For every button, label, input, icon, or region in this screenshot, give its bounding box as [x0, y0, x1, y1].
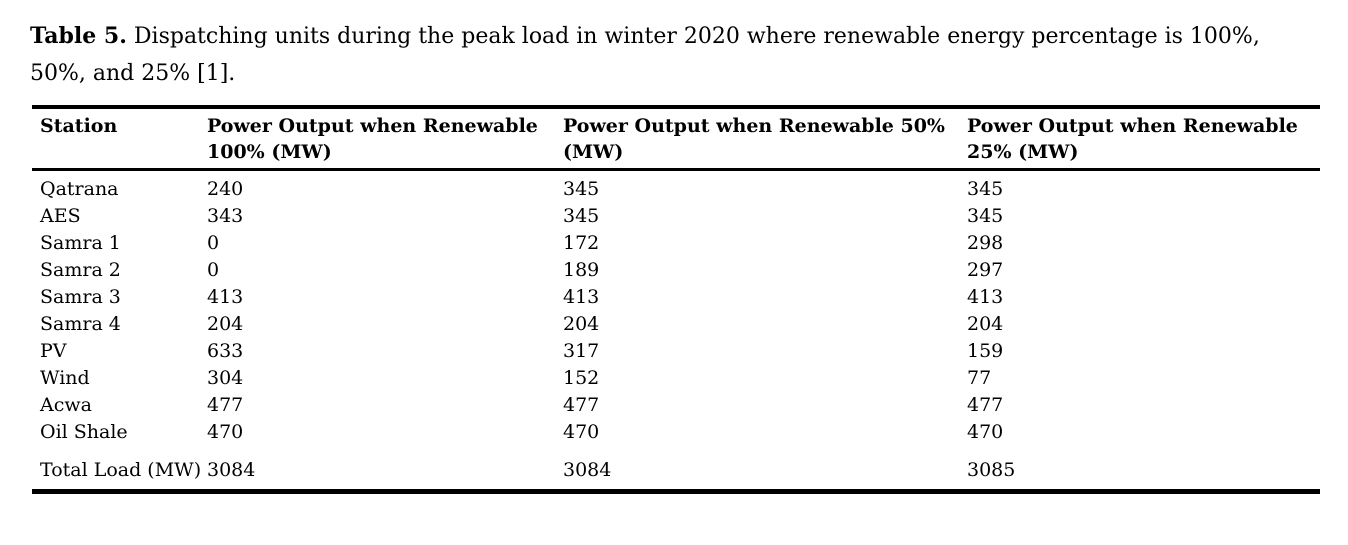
cell-renewable-25: 3085	[967, 459, 1016, 481]
cell-station: Samra 4	[40, 313, 121, 335]
table-row-oil-shale: Oil Shale 470 470 470	[32, 419, 1320, 446]
table-row-pv: PV 633 317 159	[32, 338, 1320, 365]
table-caption-text: Dispatching units during the peak load i…	[30, 24, 1260, 86]
cell-renewable-25: 345	[967, 178, 1004, 200]
cell-renewable-100: 240	[207, 178, 244, 200]
cell-renewable-50: 470	[563, 421, 600, 443]
cell-station: Samra 1	[40, 232, 121, 254]
cell-renewable-25: 345	[967, 205, 1004, 227]
cell-renewable-100: 343	[207, 205, 244, 227]
cell-station: PV	[40, 340, 67, 362]
cell-renewable-50: 189	[563, 259, 600, 281]
cell-renewable-100: 477	[207, 394, 244, 416]
table-caption-label: Table 5.	[30, 23, 127, 49]
cell-renewable-25: 204	[967, 313, 1004, 335]
cell-renewable-25: 159	[967, 340, 1004, 362]
table-caption: Table 5. Dispatching units during the pe…	[30, 18, 1302, 92]
cell-renewable-100: 470	[207, 421, 244, 443]
cell-renewable-100: 633	[207, 340, 244, 362]
table-header: Station Power Output when Renewable 100%…	[32, 107, 1320, 171]
cell-station: Samra 2	[40, 259, 121, 281]
cell-renewable-50: 172	[563, 232, 600, 254]
table-body: Qatrana 240 345 345 AES 343 345 345 Samr…	[32, 170, 1320, 492]
cell-renewable-50: 152	[563, 367, 600, 389]
page: Table 5. Dispatching units during the pe…	[30, 18, 1320, 494]
column-header-renewable-100: Power Output when Renewable 100% (MW)	[207, 107, 563, 171]
table-row-qatrana: Qatrana 240 345 345	[32, 170, 1320, 204]
cell-station: Samra 3	[40, 286, 121, 308]
cell-renewable-25: 298	[967, 232, 1004, 254]
table-row-total-load: Total Load (MW) 3084 3084 3085	[32, 446, 1320, 492]
cell-renewable-25: 77	[967, 367, 992, 389]
cell-renewable-50: 345	[563, 178, 600, 200]
cell-station: Wind	[40, 367, 90, 389]
cell-station: Acwa	[40, 394, 92, 416]
cell-renewable-50: 3084	[563, 459, 612, 481]
column-header-station: Station	[32, 107, 207, 171]
cell-renewable-50: 317	[563, 340, 600, 362]
header-row: Station Power Output when Renewable 100%…	[32, 107, 1320, 171]
table-row-acwa: Acwa 477 477 477	[32, 392, 1320, 419]
cell-renewable-100: 3084	[207, 459, 256, 481]
cell-station: Qatrana	[40, 178, 119, 200]
cell-renewable-50: 345	[563, 205, 600, 227]
cell-renewable-50: 477	[563, 394, 600, 416]
dispatching-units-table: Station Power Output when Renewable 100%…	[32, 105, 1320, 494]
cell-renewable-25: 477	[967, 394, 1004, 416]
table-row-aes: AES 343 345 345	[32, 203, 1320, 230]
cell-station: Total Load (MW)	[40, 459, 202, 481]
table-row-samra-2: Samra 2 0 189 297	[32, 257, 1320, 284]
table-row-samra-3: Samra 3 413 413 413	[32, 284, 1320, 311]
cell-renewable-100: 0	[207, 232, 220, 254]
table-row-wind: Wind 304 152 77	[32, 365, 1320, 392]
cell-renewable-100: 413	[207, 286, 244, 308]
table-row-samra-1: Samra 1 0 172 298	[32, 230, 1320, 257]
cell-renewable-50: 204	[563, 313, 600, 335]
cell-renewable-100: 204	[207, 313, 244, 335]
cell-renewable-25: 470	[967, 421, 1004, 443]
column-header-renewable-50: Power Output when Renewable 50% (MW)	[563, 107, 967, 171]
cell-station: AES	[40, 205, 81, 227]
cell-renewable-25: 413	[967, 286, 1004, 308]
cell-renewable-25: 297	[967, 259, 1004, 281]
column-header-renewable-25: Power Output when Renewable 25% (MW)	[967, 107, 1320, 171]
cell-renewable-100: 0	[207, 259, 220, 281]
table-row-samra-4: Samra 4 204 204 204	[32, 311, 1320, 338]
cell-renewable-100: 304	[207, 367, 244, 389]
cell-station: Oil Shale	[40, 421, 128, 443]
cell-renewable-50: 413	[563, 286, 600, 308]
